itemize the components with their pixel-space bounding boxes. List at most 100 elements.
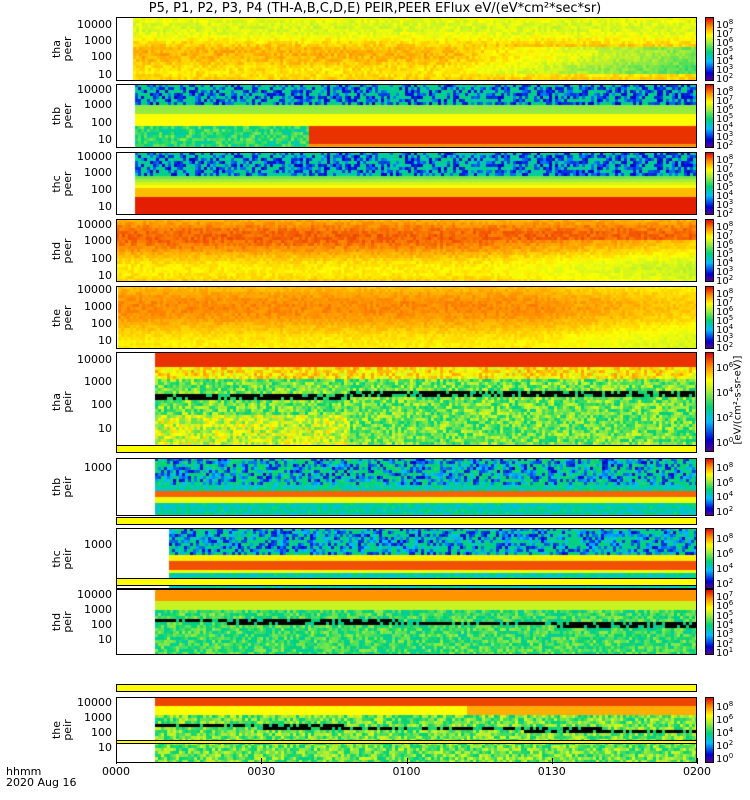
- figure-title: P5, P1, P2, P3, P4 (TH-A,B,C,D,E) PEIR,P…: [148, 1, 602, 16]
- separator-bar: [116, 445, 697, 453]
- panel-ytick-label: 10000: [77, 82, 112, 96]
- panel-colorbar-frame: [705, 352, 714, 452]
- panel-ytick-label: 10: [98, 268, 112, 282]
- panel-heatmap-thc-peer: [116, 152, 697, 215]
- panel-ytick-label: 100: [91, 182, 112, 196]
- panel-ytick-label: 10: [98, 133, 112, 147]
- panel-ytick-label: 100: [91, 316, 112, 330]
- panel-frame: [116, 219, 697, 282]
- colorbar-tick-label: 104: [716, 562, 734, 576]
- panel-ytick-label: 1000: [84, 300, 112, 314]
- panel-ytick-label: 10: [98, 334, 112, 348]
- colorbar-tick-label: 104: [716, 726, 734, 739]
- colorbar-tick-label: 108: [716, 84, 734, 98]
- colorbar-tick-label: 108: [716, 531, 734, 545]
- colorbar-tick-label: 101: [716, 646, 734, 660]
- colorbar-tick-label: 104: [716, 322, 734, 336]
- panel-colorbar: [705, 84, 714, 148]
- panel-colorbar: [705, 286, 714, 349]
- colorbar-tick-label: 105: [716, 45, 734, 58]
- time-tick-label: 0100: [392, 765, 421, 778]
- panel-ytick-label: 1000: [84, 460, 112, 474]
- panel-colorbar-frame: [705, 84, 714, 148]
- colorbar-tick-label: 104: [716, 54, 734, 68]
- colorbar-tick-label: 102: [716, 577, 734, 591]
- colorbar-tick-label: 103: [716, 197, 734, 211]
- separator-bar: [116, 740, 697, 744]
- time-axis-label-top: hhmm: [6, 765, 42, 778]
- colorbar-tick-label: 106: [716, 360, 734, 374]
- colorbar-tick-label: 105: [716, 608, 734, 622]
- panel-frame: [116, 528, 697, 589]
- colorbar-tick-label: 100: [716, 435, 734, 449]
- colorbar-tick-label: 108: [716, 286, 734, 300]
- separator-bar: [116, 684, 697, 692]
- colorbar-tick-label: 103: [716, 627, 734, 641]
- colorbar-tick-label: 102: [716, 206, 734, 220]
- panel-ytick-label: 10: [98, 199, 112, 213]
- panel-heatmap-the-peer: [116, 286, 697, 349]
- colorbar-tick-label: 102: [716, 72, 734, 86]
- panel-colorbar: [705, 17, 714, 81]
- colorbar-tick-label: 106: [716, 475, 734, 489]
- colorbar-tick-label: 105: [716, 179, 734, 193]
- time-tick-mark: [697, 758, 698, 764]
- colorbar-tick-label: 107: [716, 295, 734, 309]
- colorbar-tick-label: 106: [716, 599, 734, 613]
- panel-frame: [116, 84, 697, 148]
- panel-ytick-label: 100: [91, 618, 112, 632]
- panel-colorbar-frame: [705, 152, 714, 215]
- panel-colorbar-frame: [705, 17, 714, 81]
- panel-ytick-label: 1000: [84, 234, 112, 248]
- panel-colorbar-frame: [705, 219, 714, 282]
- colorbar-tick-label: 107: [716, 93, 734, 107]
- panel-ytick-label: 1000: [84, 98, 112, 112]
- colorbar-tick-label: 105: [716, 313, 734, 327]
- colorbar-tick-label: 102: [716, 273, 734, 287]
- panel-colorbar: [705, 458, 714, 516]
- panel-ytick-label: 10000: [77, 150, 112, 164]
- panel-colorbar-frame: [705, 286, 714, 349]
- colorbar-tick-label: 104: [716, 385, 734, 399]
- colorbar-tick-label: 106: [716, 237, 734, 251]
- colorbar-tick-label: 105: [716, 112, 734, 125]
- separator-bar: [116, 517, 697, 525]
- panel-colorbar-frame: [705, 528, 714, 589]
- colorbar-tick-label: 104: [716, 188, 734, 202]
- panel-ytick-label: 10000: [77, 17, 112, 31]
- colorbar-tick-label: 108: [716, 219, 734, 233]
- panel-ytick-label: 100: [91, 50, 112, 64]
- time-tick-mark: [261, 758, 263, 764]
- colorbar-tick-label: 104: [716, 255, 734, 269]
- colorbar-tick-label: 103: [716, 264, 734, 278]
- panel-ytick-label: 10: [98, 422, 112, 435]
- colorbar-tick-label: 106: [716, 170, 734, 184]
- panel-colorbar: [705, 219, 714, 282]
- colorbar-tick-label: 102: [716, 504, 734, 518]
- panel-frame: [116, 352, 697, 452]
- panel-heatmap-tha-peir: [116, 352, 697, 452]
- colorbar-tick-label: 106: [716, 546, 734, 560]
- colorbar-tick-label: 106: [716, 712, 734, 726]
- colorbar-tick-label: 106: [716, 304, 734, 318]
- colorbar-tick-label: 108: [716, 699, 734, 713]
- colorbar-tick-label: 105: [716, 246, 734, 260]
- time-tick-label: 0130: [537, 765, 566, 778]
- panel-colorbar-frame: [705, 589, 714, 655]
- time-tick-mark: [116, 758, 117, 764]
- colorbar-tick-label: 103: [716, 331, 734, 345]
- colorbar-tick-label: 104: [716, 121, 734, 135]
- panel-heatmap-thd-peer: [116, 219, 697, 282]
- panel-frame: [116, 589, 697, 655]
- time-tick-label: 0000: [102, 765, 130, 778]
- time-tick-mark: [406, 758, 408, 764]
- panel-ytick-label: 10000: [77, 217, 112, 231]
- colorbar-unit-label: [eV/(cm²-s-sr-eV)]: [732, 355, 744, 445]
- separator-bar: [116, 578, 697, 586]
- panel-frame: [116, 286, 697, 349]
- panel-ytick-label: 10000: [77, 283, 112, 297]
- colorbar-tick-label: 102: [716, 636, 734, 650]
- panel-ytick-label: 1000: [84, 603, 112, 617]
- panel-ytick-label: 10: [98, 741, 112, 755]
